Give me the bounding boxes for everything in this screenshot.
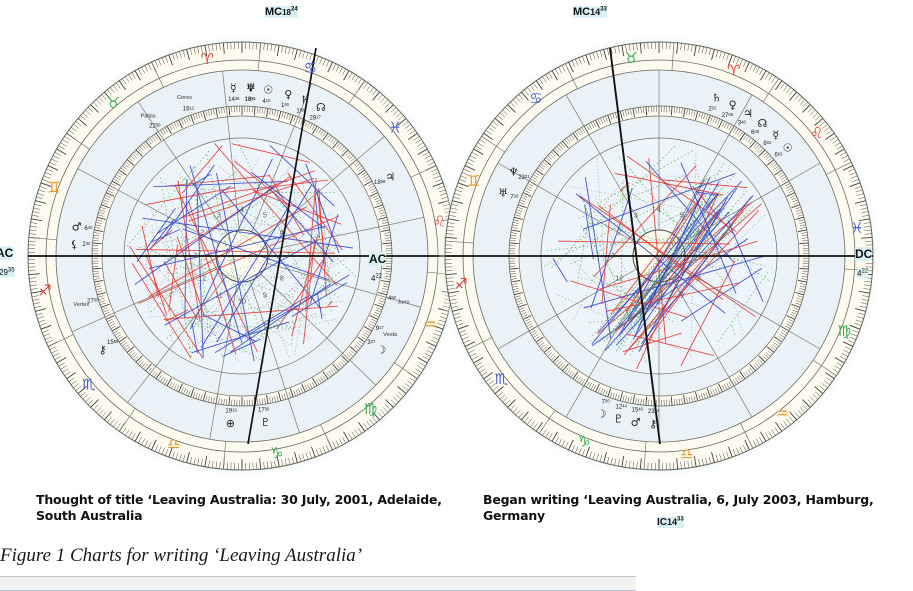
planet-glyph-chiron: ⚷ xyxy=(99,343,107,356)
zodiac-glyph-cancer: ♋ xyxy=(304,59,317,77)
zodiac-glyph-taurus: ♉ xyxy=(624,49,637,67)
zodiac-glyph-pisces: ♓ xyxy=(850,219,863,237)
house-number-11: 11 xyxy=(632,292,639,299)
planet-glyph-mercury: ☿ xyxy=(772,129,779,142)
house-number-12: 12 xyxy=(198,276,206,283)
zodiac-glyph-cancer: ♋ xyxy=(529,89,542,107)
house-number-5: 5 xyxy=(680,213,684,220)
planet-glyph-jupiter: ♃ xyxy=(385,171,395,184)
axis-label-dc-right-text: DC xyxy=(855,247,872,261)
planet-glyph-mars: ♂ xyxy=(72,220,82,233)
house-number-8: 8 xyxy=(280,276,284,283)
house-number-4: 4 xyxy=(657,207,661,214)
asteroid-name-ceres: Ceres xyxy=(177,95,192,101)
zodiac-glyph-taurus: ♉ xyxy=(107,94,120,112)
planet-glyph-sun: ☉ xyxy=(783,142,793,155)
asteroid-name-vesta: Vesta xyxy=(383,332,398,338)
planet-glyph-node: ☊ xyxy=(316,101,326,114)
planet-glyph-mars: ♂ xyxy=(631,416,641,429)
zodiac-glyph-libra: ♎ xyxy=(167,435,180,453)
planet-glyph-saturn: ♄ xyxy=(300,94,310,107)
planet-glyph-pluto: ♇ xyxy=(613,413,623,426)
zodiac-glyph-gemini: ♊ xyxy=(47,179,60,197)
zodiac-glyph-capricorn: ♑ xyxy=(577,432,590,450)
house-number-10: 10 xyxy=(655,299,663,306)
planet-glyph-neptune: ♆ xyxy=(246,82,256,95)
planet-neptune: ♆1611 xyxy=(245,82,257,104)
planet-glyph-venus: ♀ xyxy=(729,99,737,112)
house-number-10: 10 xyxy=(238,299,246,306)
zodiac-glyph-scorpio: ♏ xyxy=(82,376,96,394)
figure-caption: Figure 1 Charts for writing ‘Leaving Aus… xyxy=(0,545,560,567)
axis-label-ac-left-text: AC xyxy=(0,246,13,260)
zodiac-glyph-aries: ♈ xyxy=(201,50,214,68)
planet-glyph-jupiter: ♃ xyxy=(743,107,753,120)
planet-glyph-moon: ☽ xyxy=(376,343,386,356)
house-number-6: 6 xyxy=(280,230,284,237)
house-number-2: 2 xyxy=(617,230,621,237)
planet-glyph-neptune: ♆ xyxy=(509,166,519,179)
house-number-7: 7 xyxy=(286,253,290,260)
axis-label-dc-right: DC 422 xyxy=(855,245,872,281)
house-number-6: 6 xyxy=(697,230,701,237)
house-number-1: 1 xyxy=(611,253,615,260)
planet-glyph-mercury: ☿ xyxy=(230,82,237,95)
planet-pluto: ♇1750 xyxy=(258,406,270,429)
house-number-9: 9 xyxy=(680,292,684,299)
zodiac-glyph-sagittarius: ♐ xyxy=(454,275,467,293)
chart-left-caption: Thought of title ‘Leaving Australia: 30 … xyxy=(36,492,456,524)
planet-glyph-sun: ☉ xyxy=(263,84,273,97)
house-number-12: 12 xyxy=(615,276,623,283)
planet-glyph-uranus: ♅ xyxy=(498,187,508,200)
house-number-4: 4 xyxy=(240,207,244,214)
house-number-9: 9 xyxy=(263,292,267,299)
axis-label-ac-inner-left: AC 422 xyxy=(369,250,386,286)
axis-label-ac-inner-text: AC xyxy=(369,252,386,266)
zodiac-glyph-libra: ♎ xyxy=(680,445,693,463)
planet-glyph-earth: ⊕ xyxy=(226,417,235,430)
zodiac-glyph-aquarius: ♒ xyxy=(423,315,436,333)
house-number-2: 2 xyxy=(200,230,204,237)
zodiac-glyph-leo: ♌ xyxy=(810,124,823,142)
axis-label-mc-right-text: MC1433 xyxy=(573,6,607,18)
axis-label-ac-left: AC 2935 xyxy=(0,244,15,280)
zodiac-glyph-sagittarius: ♐ xyxy=(38,282,51,300)
house-number-3: 3 xyxy=(634,213,638,220)
zodiac-glyph-pisces: ♓ xyxy=(388,118,401,136)
house-number-1: 1 xyxy=(194,253,198,260)
house-number-3: 3 xyxy=(217,213,221,220)
house-number-7: 7 xyxy=(703,253,707,260)
zodiac-glyph-scorpio: ♏ xyxy=(495,370,509,388)
planet-glyph-venus: ♀ xyxy=(284,88,292,101)
planet-glyph-saturn: ♄ xyxy=(712,92,722,105)
planet-glyph-pluto: ♇ xyxy=(260,416,270,429)
axis-label-mc-right: MC1433 xyxy=(573,2,607,20)
house-number-11: 11 xyxy=(215,292,222,299)
zodiac-glyph-capricorn: ♑ xyxy=(270,444,283,462)
planet-glyph-lilith: ⚸ xyxy=(70,238,78,251)
planet-glyph-moon: ☽ xyxy=(597,407,607,420)
zodiac-glyph-aquarius: ♒ xyxy=(775,405,788,423)
planet-glyph-chiron: ⚷ xyxy=(649,417,657,430)
asteroid-name-pallas: Pallas xyxy=(140,114,155,120)
zodiac-glyph-virgo: ♍ xyxy=(838,322,851,340)
axis-label-mc-left: MC1824 xyxy=(265,2,298,20)
zodiac-glyph-aries: ♈ xyxy=(727,62,740,80)
chart-right-caption: Began writing ‘Leaving Australia, 6, Jul… xyxy=(483,492,883,524)
axis-label-mc-left-text: MC1824 xyxy=(265,6,298,18)
zodiac-glyph-virgo: ♍ xyxy=(364,400,377,418)
asteroid-name-juno: Juno xyxy=(397,299,409,305)
house-number-8: 8 xyxy=(697,276,701,283)
zodiac-glyph-gemini: ♊ xyxy=(467,172,480,190)
house-number-5: 5 xyxy=(263,213,267,220)
